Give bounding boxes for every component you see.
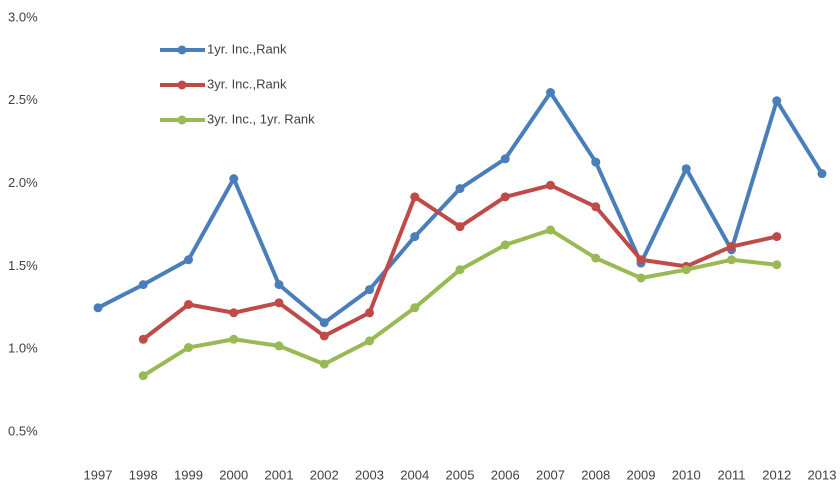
legend-marker [177,80,187,90]
x-tick-label: 1997 [84,467,113,482]
point [546,88,555,98]
point [500,154,510,164]
x-tick-label: 1999 [174,467,203,482]
point [817,169,827,179]
point [184,343,193,353]
x-tick-label: 2004 [400,467,429,482]
point [93,303,103,313]
y-tick-label: 1.5% [8,258,38,273]
point [455,222,465,232]
point [184,255,193,265]
x-tick-label: 2008 [581,467,610,482]
point [319,359,329,369]
point [727,255,736,265]
point [184,299,193,309]
legend-label: 3yr. Inc.,Rank [207,76,287,91]
point [546,180,555,190]
point [319,318,329,328]
point [681,164,691,174]
point [410,192,420,202]
point [138,334,148,344]
x-tick-label: 2007 [536,467,565,482]
legend-label: 3yr. Inc., 1yr. Rank [207,111,315,126]
x-tick-label: 2000 [219,467,248,482]
y-tick-label: 1.0% [8,341,38,356]
point [365,285,374,295]
point [138,280,148,290]
point [410,303,420,313]
legend-marker [177,115,187,125]
point [772,260,782,270]
y-tick-label: 3.0% [8,9,38,24]
y-tick-label: 0.5% [8,423,38,438]
x-tick-label: 2010 [672,467,701,482]
point [500,192,510,202]
series-line [142,183,778,341]
point [455,265,465,275]
x-tick-label: 2002 [310,467,339,482]
x-tick-label: 2013 [808,467,837,482]
x-tick-label: 2005 [446,467,475,482]
x-tick-label: 2009 [627,467,656,482]
y-tick-label: 2.0% [8,175,38,190]
legend-label: 1yr. Inc.,Rank [207,41,287,56]
point [636,273,646,283]
point [591,202,601,212]
x-tick-label: 1998 [129,467,158,482]
x-tick-label: 2003 [355,467,384,482]
point [229,334,239,344]
point [591,157,601,167]
y-tick-label: 2.5% [8,92,38,107]
x-tick-label: 2006 [491,467,520,482]
point [772,96,782,106]
point [229,308,239,318]
point [274,341,284,351]
x-tick-label: 2011 [718,467,746,482]
point [365,308,374,318]
series-line [97,90,824,325]
point [636,255,646,265]
point [410,232,420,242]
point [274,298,284,308]
point [274,280,284,290]
legend-marker [177,45,187,55]
point [546,225,555,235]
point [319,331,329,341]
point [138,371,148,381]
point [500,240,510,250]
x-tick-label: 2012 [762,467,791,482]
point [591,253,601,263]
point [727,242,736,252]
point [229,174,239,184]
point [681,265,691,275]
x-tick-label: 2001 [265,467,294,482]
point [455,184,465,194]
point [772,232,782,242]
series-line [142,227,777,378]
point [365,336,374,346]
